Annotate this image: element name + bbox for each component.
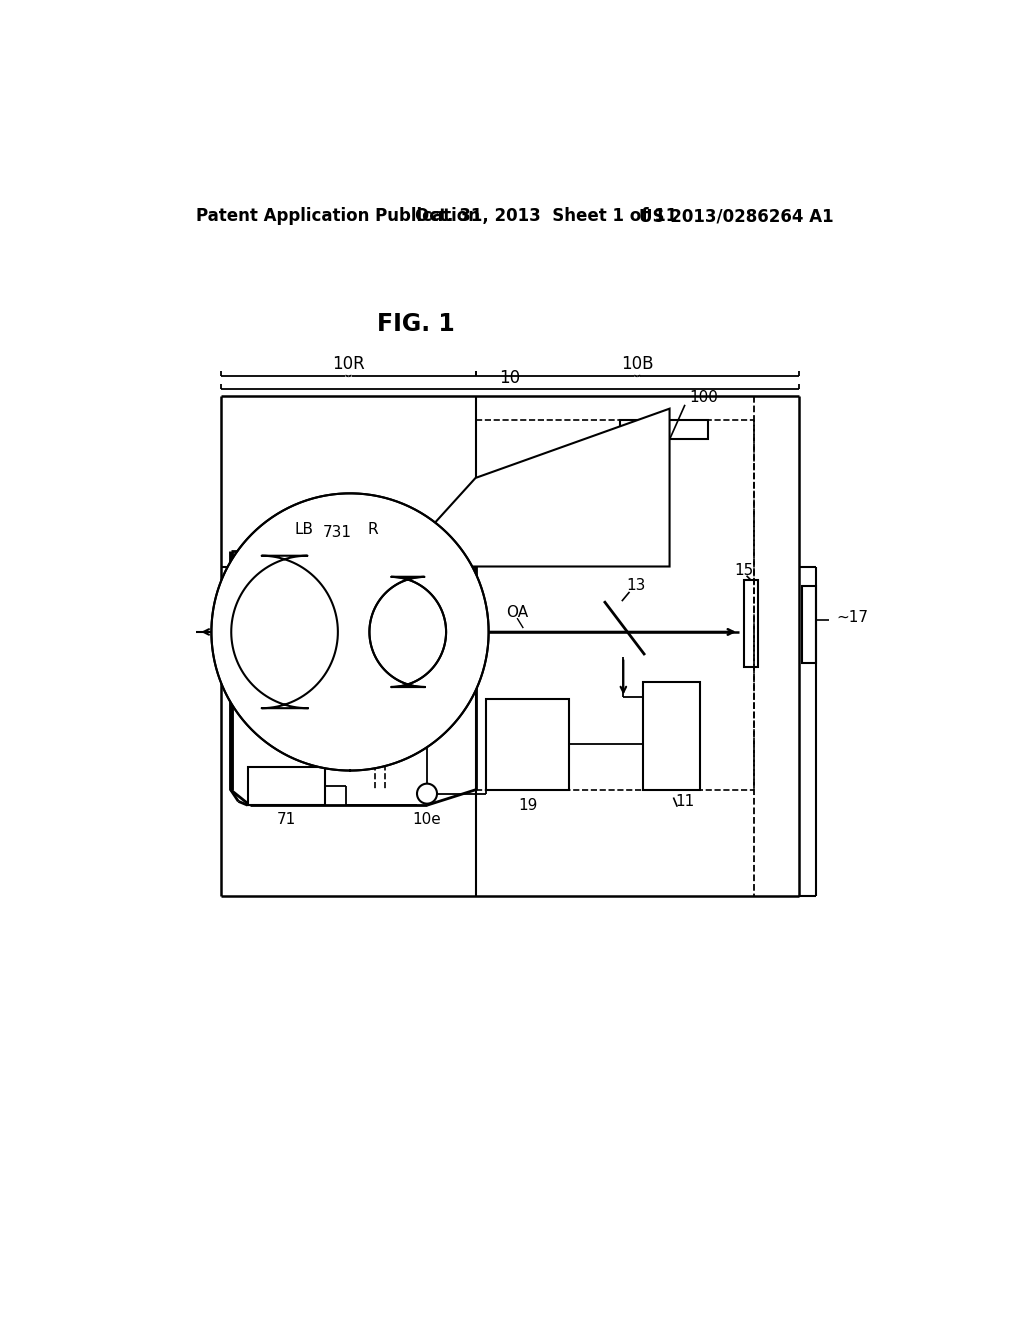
- Text: 15: 15: [734, 562, 754, 578]
- Text: 19: 19: [518, 797, 538, 813]
- Text: 10: 10: [500, 368, 521, 387]
- Text: US 2013/0286264 A1: US 2013/0286264 A1: [639, 207, 834, 226]
- Text: FIG. 1: FIG. 1: [377, 312, 455, 337]
- Bar: [486, 700, 569, 789]
- Polygon shape: [231, 556, 338, 708]
- Text: 731: 731: [323, 525, 351, 540]
- Circle shape: [417, 784, 437, 804]
- Text: 10e: 10e: [413, 812, 441, 826]
- Polygon shape: [400, 409, 670, 566]
- Bar: [620, 420, 708, 440]
- Text: R: R: [368, 521, 379, 537]
- Polygon shape: [211, 494, 488, 771]
- Text: ~17: ~17: [836, 610, 868, 624]
- Text: 11: 11: [676, 793, 694, 809]
- Polygon shape: [370, 577, 446, 686]
- Text: OA: OA: [506, 605, 528, 620]
- Bar: [248, 767, 325, 805]
- Text: Oct. 31, 2013  Sheet 1 of 11: Oct. 31, 2013 Sheet 1 of 11: [416, 207, 678, 226]
- Text: 71: 71: [276, 812, 296, 826]
- Bar: [643, 682, 700, 789]
- Text: LB: LB: [294, 521, 313, 537]
- Bar: [802, 586, 816, 663]
- Text: 100: 100: [690, 389, 719, 405]
- Text: 10R: 10R: [332, 355, 365, 374]
- Bar: [367, 552, 382, 568]
- Text: 10B: 10B: [621, 355, 653, 374]
- Text: 13: 13: [627, 578, 646, 593]
- Text: Patent Application Publication: Patent Application Publication: [196, 207, 480, 226]
- Bar: [744, 581, 758, 667]
